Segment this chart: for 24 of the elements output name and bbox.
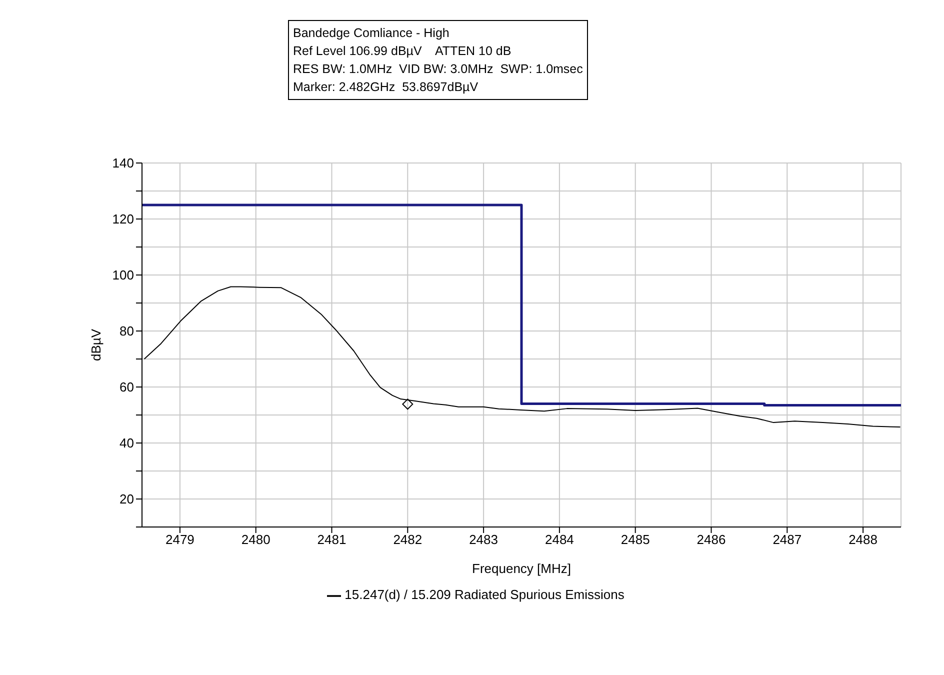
chart-title: Bandedge Comliance - High [293, 25, 450, 42]
x-tick-label: 2479 [165, 532, 194, 548]
x-tick-label: 2485 [620, 532, 650, 548]
text: Marker: 2.482GHz 53.8697dBµV [293, 79, 480, 96]
x-tick-label: 2481 [317, 532, 346, 548]
x-axis-title: Frequency [MHz] [472, 561, 571, 576]
y-tick-label: 120 [112, 212, 134, 227]
x-tick-label: 2487 [772, 532, 802, 548]
y-axis-title: dBµV [88, 328, 104, 362]
x-tick-label: 2483 [469, 532, 498, 548]
text: Ref Level 106.99 dBµV ATTEN 10 dB [293, 43, 512, 60]
y-tick-label: 40 [120, 436, 134, 451]
y-tick-label: 80 [120, 324, 134, 339]
text: RES BW: 1.0MHz VID BW: 3.0MHz SWP: 1.0msec [293, 61, 583, 78]
y-tick-label: 100 [112, 268, 134, 283]
x-tick-label: 2484 [544, 532, 574, 548]
x-tick-label: 2482 [393, 532, 422, 548]
y-tick-label: 60 [120, 380, 134, 395]
x-tick-label: 2480 [241, 532, 270, 548]
y-tick-label: 20 [120, 492, 134, 507]
y-tick-label: 140 [112, 156, 134, 171]
x-tick-label: 2488 [848, 532, 878, 548]
x-tick-label: 2486 [696, 532, 726, 548]
legend-label: 15.247(d) / 15.209 Radiated Spurious Emissions [344, 587, 624, 602]
